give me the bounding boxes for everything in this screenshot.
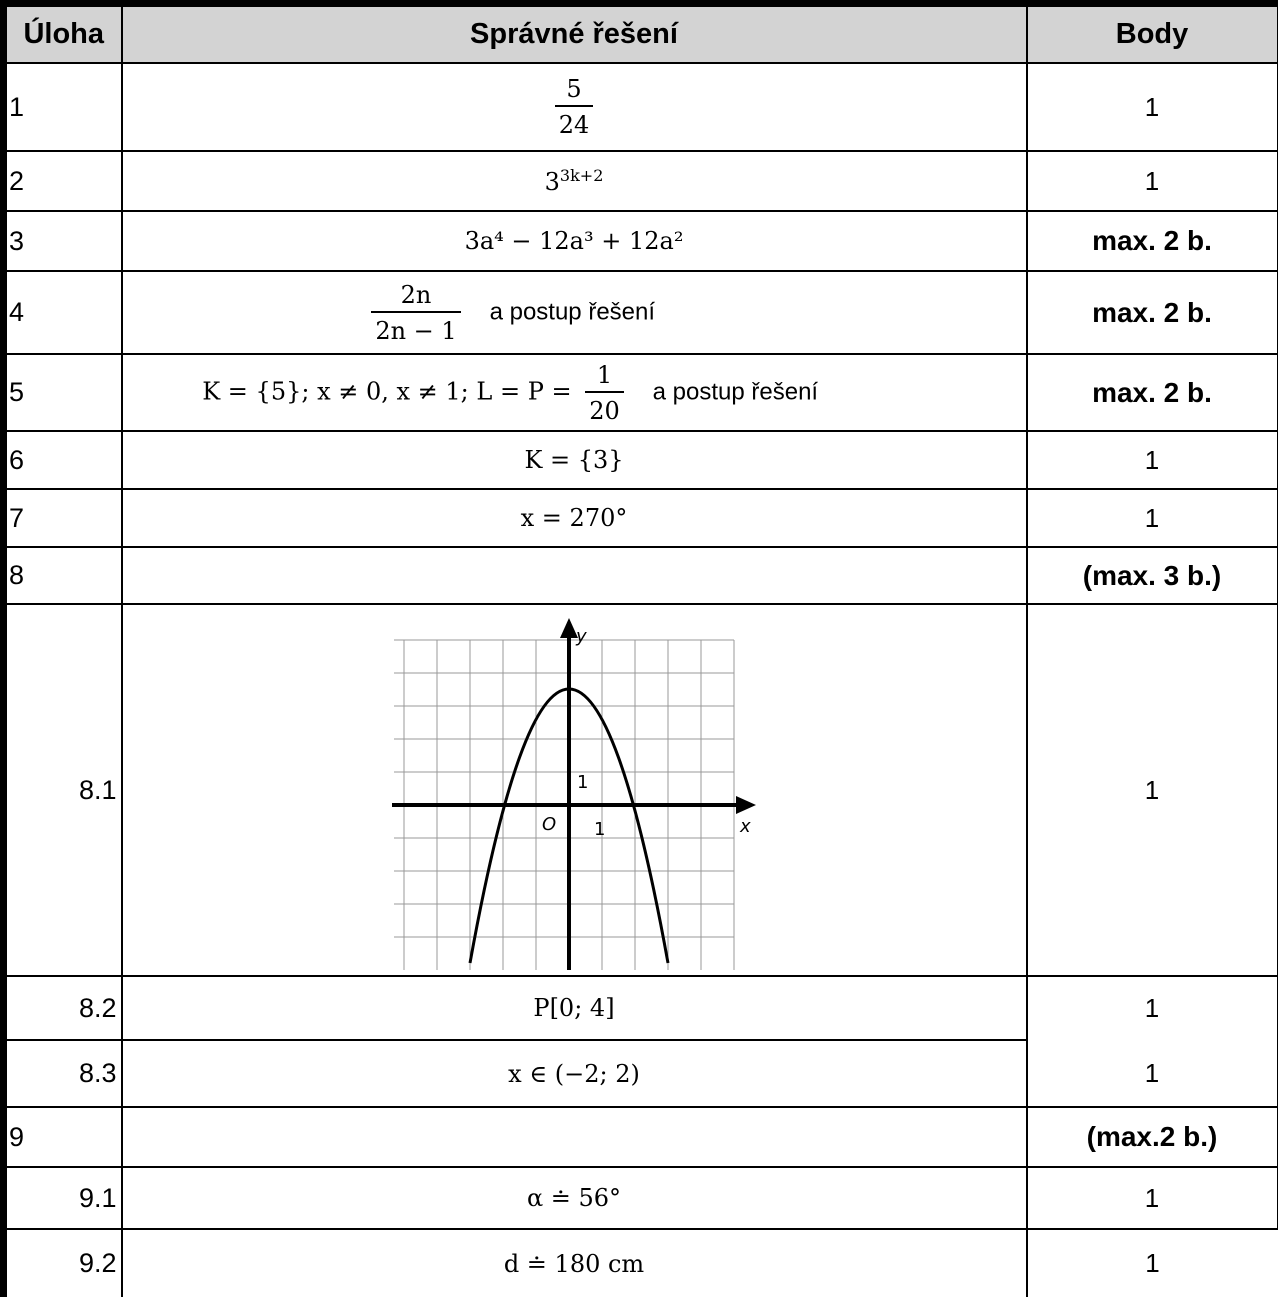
task-number: 9.1 bbox=[0, 1166, 123, 1230]
solution-cell: α ≐ 56° bbox=[120, 1166, 1028, 1230]
task-number: 3 bbox=[0, 210, 123, 272]
header-row: Úloha Správné řešení Body bbox=[0, 0, 1278, 64]
solution-cell: x ∈ (−2; 2) bbox=[120, 1039, 1028, 1108]
task-number: 9.2 bbox=[0, 1228, 123, 1297]
table-row: 5 K = {5}; x ≠ 0, x ≠ 1; L = P = 1 20 a … bbox=[0, 353, 1278, 432]
points-cell: max. 2 b. bbox=[1025, 353, 1278, 432]
solution-cell: K = {3} bbox=[120, 430, 1028, 490]
x-axis-label: x bbox=[739, 816, 751, 837]
task-number: 8.3 bbox=[0, 1039, 123, 1108]
points-cell: 1 bbox=[1025, 1040, 1278, 1108]
fraction: 2n 2n − 1 bbox=[371, 280, 461, 345]
points-cell: 1 bbox=[1025, 976, 1278, 1040]
solution-cell: 33k+2 bbox=[120, 150, 1028, 212]
solution-cell: P[0; 4] bbox=[120, 975, 1028, 1041]
task-number: 8 bbox=[0, 546, 123, 605]
solution-cell: K = {5}; x ≠ 0, x ≠ 1; L = P = 1 20 a po… bbox=[120, 353, 1028, 432]
table-row: 9.2 d ≐ 180 cm 1 bbox=[0, 1228, 1278, 1297]
solution-cell: 2n 2n − 1 a postup řešení bbox=[120, 270, 1028, 355]
points-cell: (max.2 b.) bbox=[1025, 1106, 1278, 1168]
fraction-numerator: 1 bbox=[596, 360, 613, 389]
table-row: 6 K = {3} 1 bbox=[0, 430, 1278, 490]
points-cell: 1 bbox=[1025, 604, 1278, 977]
fraction-denominator: 20 bbox=[585, 390, 624, 425]
task-number: 2 bbox=[0, 150, 123, 212]
y-axis-label: y bbox=[575, 626, 587, 647]
task-number: 8.1 bbox=[0, 603, 123, 977]
origin-label: O bbox=[542, 814, 556, 835]
fraction-denominator: 2n − 1 bbox=[371, 310, 461, 345]
parabola-graph: y x O 1 1 bbox=[392, 618, 756, 970]
x-tick-label: 1 bbox=[594, 819, 605, 840]
solution-cell: 3a⁴ − 12a³ + 12a² bbox=[120, 210, 1028, 272]
solution-cell: 5 24 bbox=[120, 62, 1028, 152]
solution-cell-empty bbox=[120, 1106, 1028, 1168]
points-cell: max. 2 b. bbox=[1025, 210, 1278, 272]
task-number: 1 bbox=[0, 62, 123, 152]
solution-cell: d ≐ 180 cm bbox=[120, 1228, 1028, 1297]
table-row: 8 (max. 3 b.) bbox=[0, 546, 1278, 605]
task-number: 6 bbox=[0, 430, 123, 490]
points-cell: 1 bbox=[1025, 150, 1278, 212]
task-number: 5 bbox=[0, 353, 123, 432]
table-row: 8.1 y bbox=[0, 603, 1278, 977]
table-row: 9.1 α ≐ 56° 1 bbox=[0, 1166, 1278, 1230]
points-cell: 1 bbox=[1025, 1228, 1278, 1297]
points-cell: (max. 3 b.) bbox=[1025, 546, 1278, 605]
table-row: 9 (max.2 b.) bbox=[0, 1106, 1278, 1168]
solution-note: a postup řešení bbox=[652, 378, 819, 405]
fraction-numerator: 2n bbox=[400, 280, 432, 309]
y-axis-arrow-icon bbox=[560, 618, 578, 638]
table-row: 1 5 24 1 bbox=[0, 62, 1278, 152]
points-cell: 1 bbox=[1025, 430, 1278, 490]
fraction: 5 24 bbox=[554, 75, 594, 139]
solution-note: a postup řešení bbox=[489, 298, 656, 325]
fraction-denominator: 24 bbox=[554, 105, 594, 139]
solution-cell: y x O 1 1 bbox=[120, 603, 1028, 977]
fraction-numerator: 5 bbox=[566, 75, 582, 103]
table-row: 8.3 x ∈ (−2; 2) 1 bbox=[0, 1039, 1278, 1108]
y-tick-label: 1 bbox=[577, 772, 588, 793]
header-solution: Správné řešení bbox=[120, 0, 1028, 64]
table-row: 8.2 P[0; 4] 1 bbox=[0, 975, 1278, 1041]
task-number: 4 bbox=[0, 270, 123, 355]
table-row: 7 x = 270° 1 bbox=[0, 488, 1278, 548]
points-cell: 1 bbox=[1025, 488, 1278, 548]
solution-cell-empty bbox=[120, 546, 1028, 605]
x-axis-arrow-icon bbox=[736, 796, 756, 814]
power-base: 3 bbox=[544, 168, 560, 196]
task-number: 7 bbox=[0, 488, 123, 548]
power-exponent: 3k+2 bbox=[559, 166, 604, 185]
solution-expression: K = {5}; x ≠ 0, x ≠ 1; L = P = bbox=[202, 377, 572, 405]
table-row: 4 2n 2n − 1 a postup řešení max. 2 b. bbox=[0, 270, 1278, 355]
table-row: 2 33k+2 1 bbox=[0, 150, 1278, 212]
fraction: 1 20 bbox=[585, 361, 624, 425]
solution-cell: x = 270° bbox=[120, 488, 1028, 548]
task-number: 9 bbox=[0, 1106, 123, 1168]
parabola-curve bbox=[468, 687, 670, 964]
points-cell: 1 bbox=[1025, 62, 1278, 152]
table-row: 3 3a⁴ − 12a³ + 12a² max. 2 b. bbox=[0, 210, 1278, 272]
header-task: Úloha bbox=[0, 0, 123, 64]
header-points: Body bbox=[1025, 0, 1278, 64]
points-cell: max. 2 b. bbox=[1025, 270, 1278, 355]
points-cell: 1 bbox=[1025, 1166, 1278, 1230]
task-number: 8.2 bbox=[0, 975, 123, 1041]
